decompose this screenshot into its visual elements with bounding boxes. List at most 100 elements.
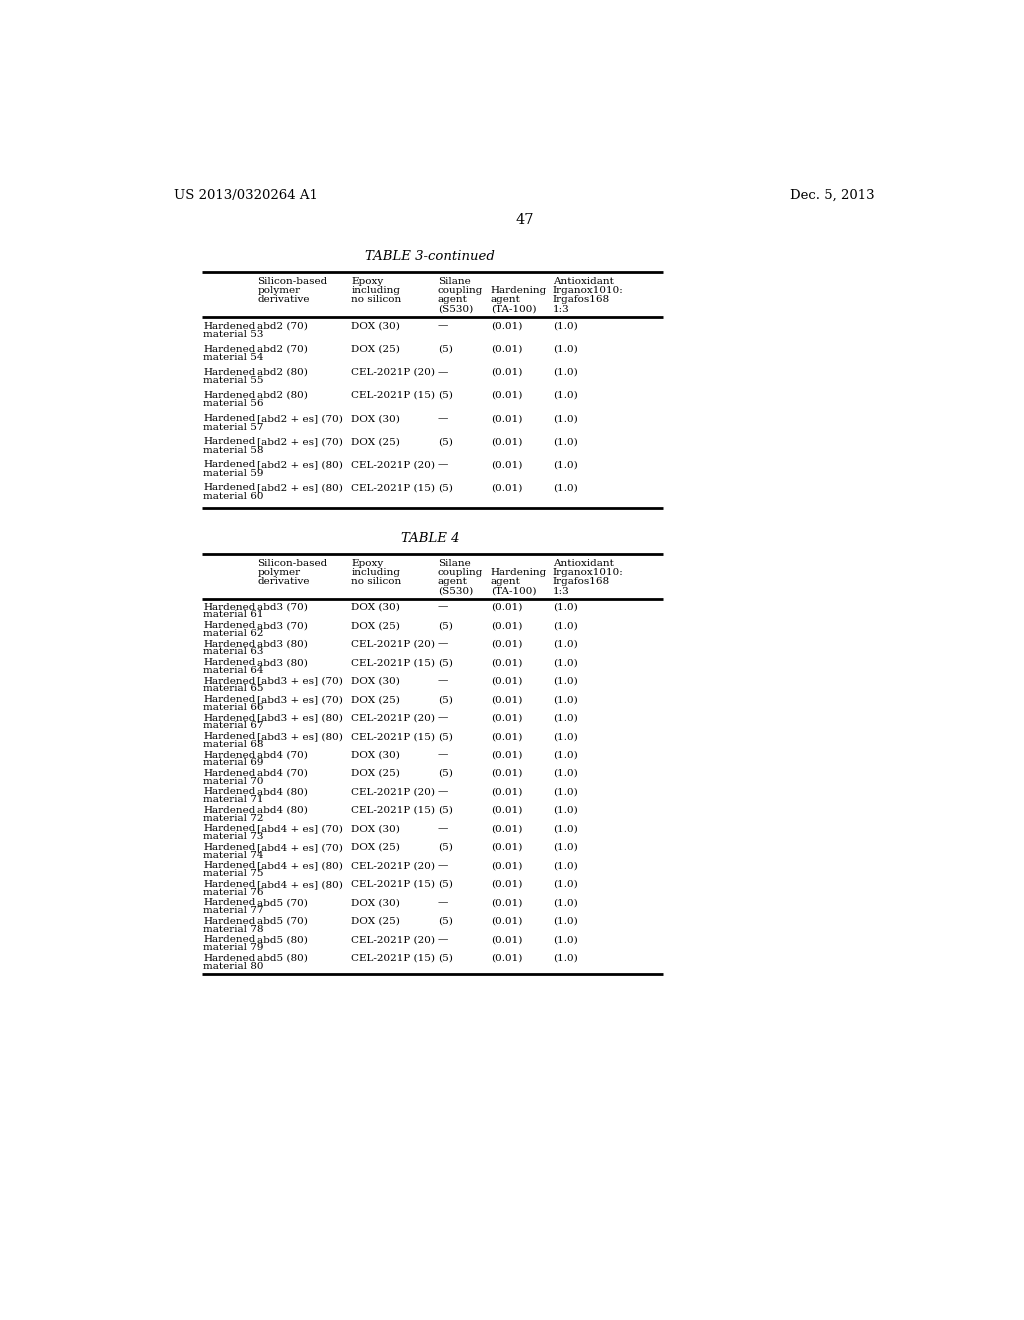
- Text: Hardened: Hardened: [203, 437, 256, 446]
- Text: (0.01): (0.01): [490, 899, 522, 907]
- Text: Silane: Silane: [438, 277, 471, 286]
- Text: Hardening: Hardening: [490, 286, 547, 296]
- Text: DOX (30): DOX (30): [351, 414, 400, 422]
- Text: (0.01): (0.01): [490, 437, 522, 446]
- Text: (1.0): (1.0): [553, 954, 578, 962]
- Text: material 59: material 59: [203, 469, 263, 478]
- Text: 47: 47: [515, 213, 535, 227]
- Text: (1.0): (1.0): [553, 461, 578, 469]
- Text: Hardened: Hardened: [203, 825, 256, 833]
- Text: derivative: derivative: [257, 577, 310, 586]
- Text: —: —: [438, 825, 449, 833]
- Text: (0.01): (0.01): [490, 825, 522, 833]
- Text: Hardened: Hardened: [203, 733, 256, 741]
- Text: [abd3 + es] (80): [abd3 + es] (80): [257, 733, 343, 741]
- Text: abd4 (70): abd4 (70): [257, 770, 308, 777]
- Text: (1.0): (1.0): [553, 825, 578, 833]
- Text: Antioxidant: Antioxidant: [553, 558, 613, 568]
- Text: abd5 (70): abd5 (70): [257, 917, 308, 925]
- Text: (S530): (S530): [438, 586, 473, 595]
- Text: (0.01): (0.01): [490, 936, 522, 944]
- Text: material 67: material 67: [203, 721, 263, 730]
- Text: material 60: material 60: [203, 492, 263, 500]
- Text: (0.01): (0.01): [490, 788, 522, 796]
- Text: (5): (5): [438, 733, 453, 741]
- Text: Hardened: Hardened: [203, 843, 256, 851]
- Text: Hardened: Hardened: [203, 714, 256, 722]
- Text: (1.0): (1.0): [553, 751, 578, 759]
- Text: abd4 (80): abd4 (80): [257, 807, 308, 814]
- Text: [abd4 + es] (80): [abd4 + es] (80): [257, 880, 343, 888]
- Text: material 79: material 79: [203, 942, 263, 952]
- Text: CEL-2021P (20): CEL-2021P (20): [351, 640, 435, 648]
- Text: Silicon-based: Silicon-based: [257, 277, 328, 286]
- Text: [abd2 + es] (70): [abd2 + es] (70): [257, 414, 343, 422]
- Text: DOX (30): DOX (30): [351, 899, 400, 907]
- Text: (0.01): (0.01): [490, 880, 522, 888]
- Text: CEL-2021P (20): CEL-2021P (20): [351, 461, 435, 469]
- Text: material 55: material 55: [203, 376, 263, 385]
- Text: Dec. 5, 2013: Dec. 5, 2013: [791, 189, 876, 202]
- Text: (S530): (S530): [438, 305, 473, 314]
- Text: (TA-100): (TA-100): [490, 586, 537, 595]
- Text: (0.01): (0.01): [490, 714, 522, 722]
- Text: Hardened: Hardened: [203, 345, 256, 354]
- Text: material 68: material 68: [203, 739, 263, 748]
- Text: (1.0): (1.0): [553, 714, 578, 722]
- Text: CEL-2021P (20): CEL-2021P (20): [351, 862, 435, 870]
- Text: DOX (25): DOX (25): [351, 696, 400, 704]
- Text: (1.0): (1.0): [553, 414, 578, 422]
- Text: (0.01): (0.01): [490, 696, 522, 704]
- Text: Antioxidant: Antioxidant: [553, 277, 613, 286]
- Text: —: —: [438, 751, 449, 759]
- Text: (5): (5): [438, 954, 453, 962]
- Text: Hardened: Hardened: [203, 788, 256, 796]
- Text: (5): (5): [438, 437, 453, 446]
- Text: Hardened: Hardened: [203, 640, 256, 648]
- Text: including: including: [351, 568, 400, 577]
- Text: —: —: [438, 368, 449, 376]
- Text: Hardened: Hardened: [203, 899, 256, 907]
- Text: agent: agent: [438, 296, 468, 305]
- Text: (0.01): (0.01): [490, 917, 522, 925]
- Text: DOX (30): DOX (30): [351, 322, 400, 330]
- Text: DOX (25): DOX (25): [351, 770, 400, 777]
- Text: CEL-2021P (15): CEL-2021P (15): [351, 954, 435, 962]
- Text: [abd4 + es] (70): [abd4 + es] (70): [257, 843, 343, 851]
- Text: abd5 (70): abd5 (70): [257, 899, 308, 907]
- Text: Silicon-based: Silicon-based: [257, 558, 328, 568]
- Text: coupling: coupling: [438, 286, 483, 296]
- Text: (5): (5): [438, 917, 453, 925]
- Text: (1.0): (1.0): [553, 345, 578, 354]
- Text: (0.01): (0.01): [490, 622, 522, 630]
- Text: Irgafos168: Irgafos168: [553, 577, 610, 586]
- Text: Hardened: Hardened: [203, 461, 256, 469]
- Text: DOX (25): DOX (25): [351, 345, 400, 354]
- Text: DOX (30): DOX (30): [351, 751, 400, 759]
- Text: material 75: material 75: [203, 869, 263, 878]
- Text: Irganox1010:: Irganox1010:: [553, 286, 624, 296]
- Text: (0.01): (0.01): [490, 603, 522, 611]
- Text: (1.0): (1.0): [553, 733, 578, 741]
- Text: Irganox1010:: Irganox1010:: [553, 568, 624, 577]
- Text: Hardened: Hardened: [203, 391, 256, 400]
- Text: —: —: [438, 899, 449, 907]
- Text: polymer: polymer: [257, 286, 301, 296]
- Text: CEL-2021P (20): CEL-2021P (20): [351, 788, 435, 796]
- Text: US 2013/0320264 A1: US 2013/0320264 A1: [174, 189, 318, 202]
- Text: (5): (5): [438, 391, 453, 400]
- Text: [abd4 + es] (80): [abd4 + es] (80): [257, 862, 343, 870]
- Text: no silicon: no silicon: [351, 577, 401, 586]
- Text: Hardened: Hardened: [203, 677, 256, 685]
- Text: material 80: material 80: [203, 961, 263, 970]
- Text: (1.0): (1.0): [553, 843, 578, 851]
- Text: CEL-2021P (15): CEL-2021P (15): [351, 733, 435, 741]
- Text: agent: agent: [490, 577, 520, 586]
- Text: CEL-2021P (15): CEL-2021P (15): [351, 391, 435, 400]
- Text: material 61: material 61: [203, 610, 263, 619]
- Text: —: —: [438, 936, 449, 944]
- Text: (1.0): (1.0): [553, 677, 578, 685]
- Text: including: including: [351, 286, 400, 296]
- Text: (1.0): (1.0): [553, 696, 578, 704]
- Text: material 64: material 64: [203, 665, 263, 675]
